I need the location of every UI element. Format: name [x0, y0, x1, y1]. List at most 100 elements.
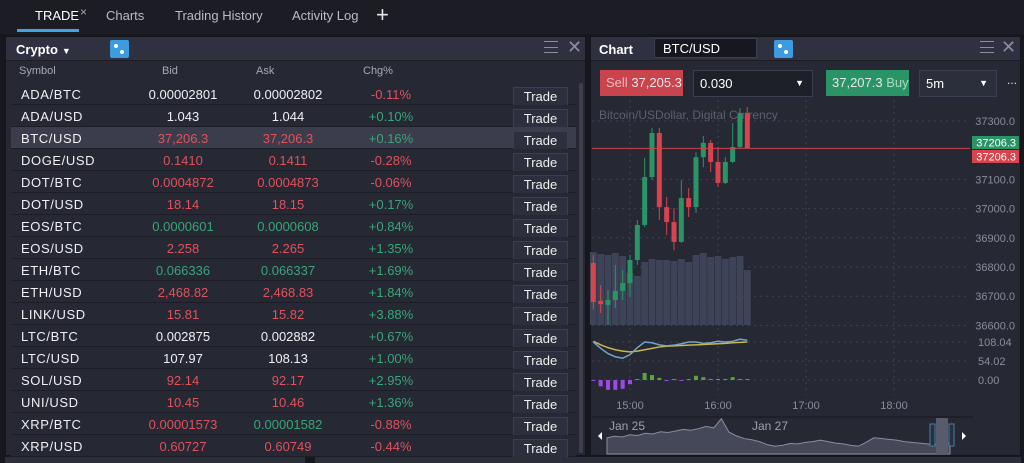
bid-price: 0.066336	[155, 263, 211, 278]
close-icon[interactable]: ✕	[1001, 37, 1017, 57]
symbol-input[interactable]	[654, 38, 757, 58]
symbol: ETH/BTC	[21, 263, 81, 278]
symbol: SOL/USD	[21, 373, 83, 388]
symbol: ETH/USD	[21, 285, 83, 300]
watchlist-category-dropdown[interactable]: Crypto ▼	[16, 42, 71, 57]
bid-price: 15.81	[166, 307, 200, 322]
oscillator-main-line	[592, 338, 748, 359]
tab-trade[interactable]: TRADE	[35, 8, 80, 23]
watchlist-row[interactable]: ADA/USD 1.043 1.044 +0.10% Trade	[11, 105, 576, 128]
watchlist-row[interactable]: ADA/BTC 0.00002801 0.00002802 -0.11% Tra…	[11, 83, 576, 106]
chart-header: Chart ✕	[591, 37, 1020, 61]
timeframe-dropdown[interactable]: 5m ▼	[919, 70, 997, 97]
volume-bar	[714, 256, 722, 325]
ask-price: 2.265	[271, 241, 305, 256]
volume-bar	[699, 253, 707, 325]
trade-button[interactable]: Trade	[513, 219, 568, 238]
watchlist-header: Crypto ▼ ✕	[6, 37, 585, 61]
trade-button[interactable]: Trade	[513, 329, 568, 348]
quantity-dropdown[interactable]: 0.030 ▼	[693, 70, 813, 97]
volume-bar	[670, 261, 678, 325]
quantity-value: 0.030	[700, 76, 733, 91]
volume-bar	[663, 260, 671, 325]
histogram-bar	[672, 379, 676, 380]
link-icon[interactable]	[110, 40, 129, 58]
trade-button[interactable]: Trade	[513, 263, 568, 282]
symbol: ADA/BTC	[21, 87, 82, 102]
watchlist-row[interactable]: SOL/USD 92.14 92.17 +2.95% Trade	[11, 369, 576, 392]
tab-close-icon[interactable]: ×	[80, 5, 88, 19]
sell-label: Sell	[606, 75, 628, 90]
tab-bar: TRADE × Charts Trading History Activity …	[0, 0, 1024, 34]
histogram-bar	[679, 380, 684, 381]
trade-button[interactable]: Trade	[513, 197, 568, 216]
ask-price: 0.1411	[268, 153, 308, 168]
histogram-bar	[738, 378, 742, 380]
trade-button[interactable]: Trade	[513, 109, 568, 128]
bid-price: 92.14	[166, 373, 200, 388]
oscillator-tick-label: 0.00	[978, 375, 999, 387]
histogram-bar	[657, 377, 662, 380]
column-bid[interactable]: Bid	[162, 65, 178, 77]
watchlist-row[interactable]: XRP/USD 0.60727 0.60749 -0.44% Trade	[11, 435, 576, 458]
symbol: XRP/BTC	[21, 417, 82, 432]
watchlist-row[interactable]: EOS/BTC 0.0000601 0.0000608 +0.84% Trade	[11, 215, 576, 238]
sell-button[interactable]: Sell 37,205.3	[600, 70, 683, 96]
ask-price: 0.00002802	[253, 87, 323, 102]
add-tab-icon[interactable]: +	[376, 2, 389, 27]
last-price-tag	[972, 150, 1019, 163]
price-tick-label: 37100.0	[975, 174, 1015, 186]
price-tick-label: 37300.0	[975, 116, 1015, 128]
link-icon[interactable]	[774, 40, 793, 58]
buy-label: Buy	[886, 75, 909, 90]
chart-title: Chart	[599, 42, 633, 57]
timeframe-value: 5m	[926, 76, 945, 91]
volume-bar	[677, 259, 685, 325]
navigator-selection	[936, 418, 948, 454]
symbol: LINK/USD	[21, 307, 86, 322]
symbol: EOS/USD	[21, 241, 84, 256]
ask-price: 0.002882	[260, 329, 316, 344]
ask-price: 37,206.3	[262, 131, 314, 146]
instrument-description: Bitcoin/USDollar, Digital Currency	[599, 108, 778, 122]
watchlist-row[interactable]: DOT/BTC 0.0004872 0.0004873 -0.06% Trade	[11, 171, 576, 194]
menu-icon[interactable]	[980, 41, 994, 53]
navigator-date-label: Jan 27	[752, 419, 788, 433]
histogram-bar	[694, 375, 698, 380]
buy-button[interactable]: 37,207.3 Buy	[826, 70, 909, 96]
tab-trading-history[interactable]: Trading History	[175, 8, 263, 23]
tab-charts[interactable]: Charts	[106, 8, 145, 23]
ask-price: 18.15	[271, 197, 305, 212]
volume-bar	[685, 262, 693, 325]
watchlist-row[interactable]: LTC/BTC 0.002875 0.002882 +0.67% Trade	[11, 325, 576, 348]
tab-activity-log[interactable]: Activity Log	[292, 8, 359, 23]
scrollbar[interactable]	[579, 83, 583, 453]
column-symbol[interactable]: Symbol	[19, 65, 56, 77]
watchlist-row[interactable]: LTC/USD 107.97 108.13 +1.00% Trade	[11, 347, 576, 370]
trade-button[interactable]: Trade	[513, 153, 568, 172]
column-ask[interactable]: Ask	[256, 65, 275, 77]
column-chg[interactable]: Chg%	[363, 65, 393, 77]
change-percent: -0.28%	[370, 153, 412, 168]
watchlist-row[interactable]: DOT/USD 18.14 18.15 +0.17% Trade	[11, 193, 576, 216]
trade-button[interactable]: Trade	[513, 439, 568, 458]
close-icon[interactable]: ✕	[567, 37, 583, 57]
histogram-bar	[620, 380, 625, 389]
watchlist-row[interactable]: UNI/USD 10.45 10.46 +1.36% Trade	[11, 391, 576, 414]
change-percent: +0.10%	[368, 109, 414, 124]
candle-body	[627, 259, 633, 284]
ask-price: 2,468.83	[262, 285, 314, 300]
watchlist-row[interactable]: XRP/BTC 0.00001573 0.00001582 -0.88% Tra…	[11, 413, 576, 436]
trade-button[interactable]: Trade	[513, 395, 568, 414]
watchlist-row[interactable]: DOGE/USD 0.1410 0.1411 -0.28% Trade	[11, 149, 576, 172]
symbol: EOS/BTC	[21, 219, 83, 234]
watchlist-row[interactable]: ETH/USD 2,468.82 2,468.83 +1.84% Trade	[11, 281, 576, 304]
more-options-button[interactable]: ...	[1007, 73, 1018, 87]
menu-icon[interactable]	[544, 41, 558, 53]
trade-button[interactable]: Trade	[513, 87, 568, 106]
watchlist-row[interactable]: ETH/BTC 0.066336 0.066337 +1.69% Trade	[11, 259, 576, 282]
bid-price: 2,468.82	[157, 285, 209, 300]
volume-bar	[707, 257, 715, 325]
watchlist-row[interactable]: BTC/USD 37,206.3 37,206.3 +0.16% Trade	[11, 127, 576, 150]
